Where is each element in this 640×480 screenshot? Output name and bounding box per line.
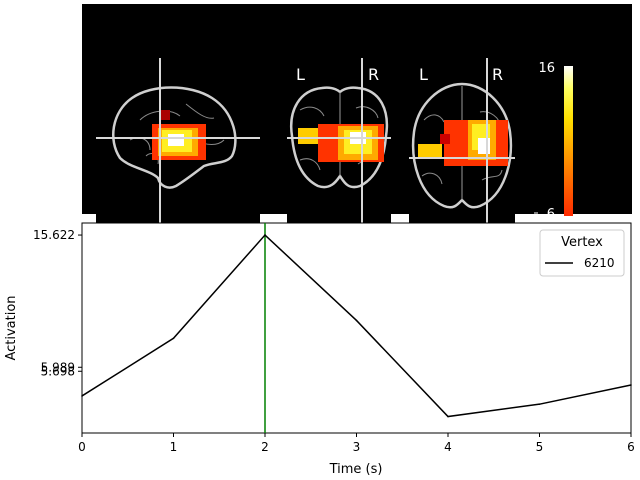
coronal-brain-outline — [290, 86, 389, 189]
activation-blob — [478, 138, 490, 154]
x-tick-label: 0 — [78, 440, 86, 454]
brain-panel-background — [82, 4, 632, 214]
axial-left-label: L — [419, 65, 428, 84]
y-axis-label: Activation — [4, 295, 19, 360]
y-tick-label: 5.989 — [41, 360, 75, 374]
coronal-view: L R — [287, 58, 391, 226]
data-point — [630, 384, 632, 386]
colorbar-max-label: 16 — [538, 61, 555, 76]
activation-blob — [440, 134, 450, 144]
series-points — [81, 234, 632, 418]
activation-blob — [168, 134, 184, 146]
colorbar-gradient — [564, 66, 573, 216]
coronal-right-label: R — [368, 65, 379, 84]
activation-blob — [418, 144, 442, 158]
x-tick-label: 6 — [627, 440, 635, 454]
sagittal-view — [96, 58, 260, 226]
legend: Vertex 6210 — [539, 229, 625, 277]
colorbar: 16 6 — [534, 61, 573, 222]
legend-entry-label: 6210 — [584, 256, 615, 270]
x-tick-label: 3 — [353, 440, 361, 454]
colorbar-min-label: 6 — [547, 207, 555, 222]
x-tick-label: 4 — [444, 440, 452, 454]
x-tick-label: 5 — [536, 440, 544, 454]
data-point — [355, 319, 358, 322]
coronal-left-label: L — [296, 65, 305, 84]
x-axis-label: Time (s) — [329, 462, 383, 477]
y-tick-label: 5.698 — [41, 364, 75, 378]
x-axis-ticks: 0 1 2 3 4 5 6 — [78, 433, 635, 454]
data-point — [538, 403, 541, 405]
axial-view: L R — [409, 58, 515, 226]
brain-panel: L R L R — [82, 4, 632, 226]
data-point — [264, 234, 266, 236]
x-tick-label: 2 — [261, 440, 269, 454]
y-tick-label: 15.622 — [33, 228, 75, 242]
data-point — [172, 337, 175, 340]
legend-title: Vertex — [561, 235, 603, 250]
legend-box — [539, 229, 625, 277]
activation-blob — [298, 128, 318, 144]
activation-blob — [160, 110, 170, 120]
axial-right-label: R — [492, 65, 503, 84]
data-point — [81, 395, 83, 397]
coronal-sulci — [299, 106, 379, 171]
axial-sulci — [421, 111, 503, 185]
data-point — [447, 415, 449, 418]
x-tick-label: 1 — [170, 440, 178, 454]
